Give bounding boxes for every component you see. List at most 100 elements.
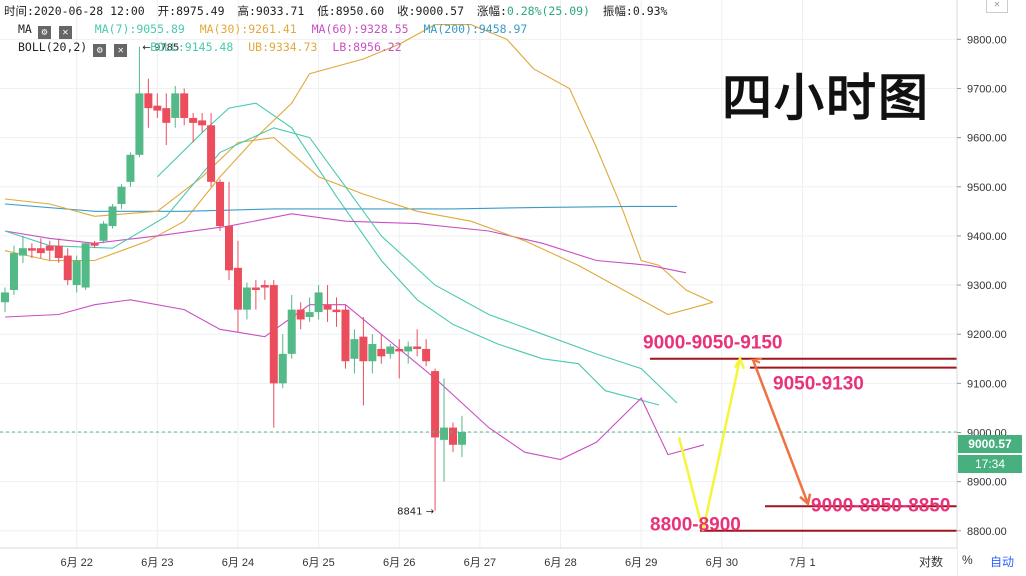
candle-body (1, 292, 9, 303)
candle-body (359, 336, 368, 362)
candle-body (323, 304, 332, 310)
annotation-label: 9000-8950-8850 (811, 496, 950, 517)
candle-body (422, 348, 431, 362)
x-tick-label: 6月 30 (706, 557, 738, 569)
candle-body (189, 117, 198, 123)
y-tick-label: 9300.00 (967, 280, 1007, 292)
candle-body (386, 346, 395, 354)
candle-body (305, 312, 314, 318)
gear-icon[interactable]: ⚙ (37, 26, 51, 39)
candle-body (126, 154, 135, 182)
candle-body (404, 346, 413, 352)
candle-body (81, 243, 90, 288)
amplitude-label: 振幅:0.93% (602, 4, 668, 18)
candle-body (457, 432, 466, 445)
candle-body (225, 226, 233, 271)
x-tick-label: 6月 27 (464, 557, 496, 569)
candle-body (449, 427, 457, 445)
ma200-value: MA(200):9458.97 (423, 22, 528, 36)
low-marker: 8841 → (397, 507, 434, 518)
candle-body (117, 186, 126, 204)
candle-body (350, 339, 359, 359)
annotation-label: 9050-9130 (773, 373, 864, 394)
ohlc-header: 时间:2020-06-28 12:00 开:8975.49 高:9033.71 … (4, 3, 673, 19)
annotation-label: 8800-8900 (650, 514, 741, 535)
series-line-ma7 (156, 102, 660, 406)
candle-body (233, 267, 242, 310)
series-line-lb (4, 299, 705, 461)
x-tick-label: 7月 1 (789, 557, 815, 569)
candle-body (9, 253, 18, 290)
ub-value: UB:9334.73 (248, 40, 318, 54)
boll-indicator-name: BOLL(20,2) (18, 40, 88, 54)
candle-body (251, 287, 260, 290)
candle-body (153, 105, 162, 111)
forecast-overlay: 9000-9050-9150 9050-9130 9000-8950-8850 880… (0, 43, 957, 535)
open-label: 开:8975.49 (157, 4, 225, 18)
candle-body (108, 206, 117, 227)
candle-body (216, 181, 225, 227)
x-tick-label: 6月 26 (383, 557, 415, 569)
x-tick-label: 6月 28 (544, 557, 576, 569)
x-tick-label: 6月 22 (60, 557, 92, 569)
time-label: 时间:2020-06-28 12:00 (4, 4, 145, 18)
boll-legend: BOLL(20,2) ⚙ ✕ BOLL:9145.48 UB:9334.73 LB:… (18, 40, 410, 57)
candle-body (260, 285, 269, 288)
close-icon[interactable]: ✕ (58, 26, 72, 39)
ma-indicator-name: MA (18, 22, 32, 36)
annotation-label: 9000-9050-9150 (643, 333, 782, 354)
candles (1, 46, 466, 511)
auto-scale-toggle[interactable]: 自动 (990, 555, 1015, 569)
forecast-path-up (677, 358, 742, 532)
close-label: 收:9000.57 (397, 4, 465, 18)
candle-body (278, 353, 287, 384)
change-label: 涨幅: (476, 4, 507, 18)
close-icon[interactable]: ✕ (114, 44, 128, 57)
x-tick-label: 6月 24 (222, 557, 254, 569)
countdown-badge: 17:34 (958, 455, 1022, 473)
high-label: 高:9033.71 (237, 4, 305, 18)
forecast-path-down (751, 359, 810, 505)
window-close-icon[interactable]: ✕ (986, 0, 1008, 13)
candle-body (332, 309, 341, 313)
price-axis-panel (957, 0, 1026, 576)
candle-body (18, 248, 27, 256)
indicator-lines (4, 24, 714, 461)
chart-title: 四小时图 (722, 69, 930, 127)
x-tick-label: 6月 23 (141, 557, 173, 569)
candle-body (377, 348, 386, 357)
candle-body (171, 93, 180, 118)
current-price-badge: 9000.57 (958, 435, 1022, 453)
candle-body (395, 348, 404, 352)
candle-body (27, 248, 36, 251)
ma7-value: MA(7):9055.89 (94, 22, 185, 36)
ma30-value: MA(30):9261.41 (199, 22, 297, 36)
series-line-ma30 (4, 24, 714, 303)
candle-body (440, 427, 449, 440)
candle-body (45, 245, 54, 251)
percent-scale-toggle[interactable]: % (962, 553, 973, 567)
candle-body (368, 344, 377, 362)
gear-icon[interactable]: ⚙ (93, 44, 107, 57)
candle-body (314, 292, 323, 313)
low-label: 低:8950.60 (317, 4, 385, 18)
candle-body (162, 108, 171, 123)
lb-value: LB:8956.22 (332, 40, 402, 54)
y-tick-label: 9100.00 (967, 378, 1007, 390)
arrow-head-left (749, 357, 763, 364)
ma-legend: MA ⚙ ✕ MA(7):9055.89 MA(30):9261.41 MA(60)… (18, 22, 535, 39)
series-line-ma200 (4, 203, 677, 212)
y-tick-label: 8800.00 (967, 526, 1007, 538)
y-tick-label: 9600.00 (967, 133, 1007, 145)
candle-body (198, 120, 207, 126)
x-tick-label: 6月 29 (625, 557, 657, 569)
ma60-value: MA(60):9328.55 (311, 22, 409, 36)
y-tick-label: 9400.00 (967, 231, 1007, 243)
log-scale-toggle[interactable]: 对数 (919, 555, 944, 569)
candle-body (413, 346, 422, 349)
candle-body (207, 125, 216, 182)
candle-body (54, 245, 63, 259)
y-tick-label: 9800.00 (967, 34, 1007, 46)
candle-body (341, 309, 350, 362)
